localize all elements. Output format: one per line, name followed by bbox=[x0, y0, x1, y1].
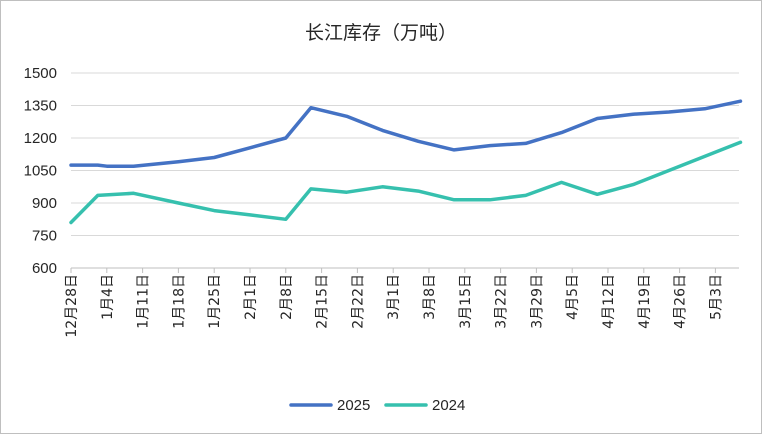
series-line-2024 bbox=[69, 140, 743, 225]
x-tick-label: 1月11日 bbox=[136, 274, 152, 329]
gridlines bbox=[71, 72, 739, 236]
x-tick-label: 2月1日 bbox=[243, 274, 259, 320]
x-tick-label: 4月19日 bbox=[637, 274, 653, 329]
x-tick-label: 4月26日 bbox=[673, 274, 689, 329]
x-tick-label: 3月29日 bbox=[529, 274, 545, 329]
legend-label: 2024 bbox=[432, 397, 465, 414]
x-tick-label: 1月25日 bbox=[207, 274, 223, 329]
x-tick-label: 3月1日 bbox=[386, 274, 402, 320]
chart-title: 长江库存（万吨） bbox=[305, 22, 457, 44]
y-tick-label: 1050 bbox=[24, 163, 57, 180]
series-lines bbox=[69, 99, 743, 225]
y-tick-label: 600 bbox=[32, 260, 57, 277]
series-line-2025 bbox=[69, 99, 743, 168]
x-tick-label: 3月15日 bbox=[458, 274, 474, 329]
x-tick-label: 2月15日 bbox=[315, 274, 331, 329]
y-tick-label: 900 bbox=[32, 195, 57, 212]
x-tick-label: 2月8日 bbox=[279, 274, 295, 320]
y-tick-label: 1350 bbox=[24, 98, 57, 115]
y-tick-label: 1500 bbox=[24, 65, 57, 82]
y-axis: 600 750 900 1050 1200 1350 1500 bbox=[24, 65, 57, 277]
x-tick-label: 4月12日 bbox=[601, 274, 617, 329]
x-tick-label: 3月22日 bbox=[494, 274, 510, 329]
y-tick-label: 750 bbox=[32, 228, 57, 245]
y-tick-label: 1200 bbox=[24, 130, 57, 147]
x-tick-label: 4月5日 bbox=[565, 274, 581, 320]
x-tick-label: 2月22日 bbox=[350, 274, 366, 329]
x-tick-label: 1月18日 bbox=[171, 274, 187, 329]
x-axis: 12月28日 1月4日 1月11日 1月18日 1月25日 2月1日 2月8日 2月15日 2月… bbox=[64, 267, 739, 338]
x-tick-label: 3月8日 bbox=[422, 274, 438, 320]
x-tick-label: 1月4日 bbox=[100, 274, 116, 320]
x-tick-label: 5月3日 bbox=[708, 274, 724, 320]
legend: 2025 2024 bbox=[289, 397, 465, 414]
x-tick-label: 12月28日 bbox=[64, 274, 80, 338]
legend-label: 2025 bbox=[337, 397, 370, 414]
